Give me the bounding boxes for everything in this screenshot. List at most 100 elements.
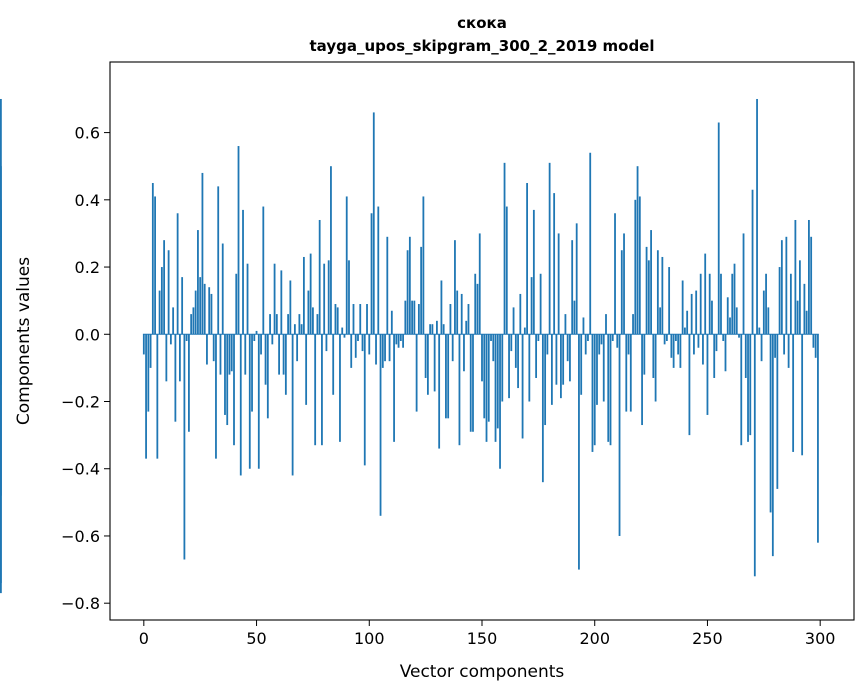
y-tick-label: 0.6 <box>75 124 100 143</box>
bar <box>532 209 535 335</box>
bar <box>681 280 684 335</box>
bar <box>181 277 184 335</box>
bar <box>458 334 461 446</box>
bar <box>318 219 321 335</box>
bar <box>702 334 704 365</box>
bar <box>422 196 425 335</box>
bar <box>433 334 436 392</box>
bar <box>185 334 188 341</box>
bar <box>167 250 170 335</box>
bar <box>316 314 319 335</box>
bar <box>517 334 519 389</box>
bar <box>212 334 215 362</box>
bar <box>469 334 472 432</box>
bar <box>492 334 495 362</box>
bar <box>251 334 253 412</box>
bar <box>571 240 574 335</box>
bar <box>156 334 159 459</box>
bar <box>670 334 673 358</box>
bar <box>190 314 193 335</box>
bar <box>794 219 797 335</box>
bar <box>650 230 652 335</box>
bar <box>336 307 339 335</box>
bar <box>778 267 781 335</box>
bar <box>589 152 592 335</box>
bar <box>463 334 465 372</box>
bar <box>796 300 799 335</box>
bar <box>632 314 634 335</box>
bar <box>789 273 792 335</box>
bar <box>388 334 391 362</box>
bar <box>729 317 731 335</box>
bar <box>339 334 341 442</box>
bar <box>230 334 233 372</box>
bar <box>440 280 443 335</box>
x-tick-label: 150 <box>467 629 498 648</box>
bar <box>686 310 689 335</box>
bar <box>454 240 456 335</box>
bar <box>350 334 353 368</box>
bar <box>733 263 736 335</box>
bar <box>0 334 2 385</box>
bar <box>611 334 614 341</box>
bar <box>625 334 628 412</box>
bar <box>659 307 662 335</box>
bar <box>224 334 226 415</box>
bar <box>535 334 538 378</box>
bar <box>239 334 242 476</box>
bar <box>496 334 499 429</box>
bar <box>663 334 666 345</box>
bar <box>643 334 646 375</box>
bar <box>785 236 788 335</box>
bar <box>370 213 373 335</box>
bar <box>674 334 677 341</box>
bar <box>460 293 463 335</box>
bar <box>679 334 682 368</box>
bar <box>390 310 393 335</box>
bar <box>553 193 556 335</box>
bar <box>747 334 749 442</box>
bar <box>560 334 562 399</box>
bar <box>174 334 177 422</box>
bar <box>749 334 752 436</box>
bar <box>237 146 240 335</box>
bar <box>753 334 756 577</box>
bar <box>411 300 414 335</box>
bar <box>483 334 486 419</box>
bar <box>235 273 238 335</box>
bar <box>330 166 332 335</box>
bar <box>345 196 348 335</box>
bar <box>305 334 308 405</box>
bar <box>348 260 350 335</box>
bar <box>548 162 551 335</box>
bar <box>298 314 301 335</box>
bar <box>415 334 418 412</box>
bar <box>233 334 235 446</box>
bar <box>735 307 738 335</box>
bar <box>375 334 377 365</box>
bar <box>539 273 542 335</box>
y-tick-label: 0.4 <box>75 191 100 210</box>
bar <box>614 213 616 335</box>
bar <box>273 263 276 335</box>
bar <box>744 334 747 378</box>
bar <box>487 334 490 422</box>
bar <box>724 334 727 372</box>
bar <box>717 122 720 335</box>
bar <box>742 233 745 335</box>
bar <box>814 334 817 358</box>
bar <box>183 334 186 560</box>
bar <box>582 317 585 335</box>
bar <box>620 250 623 335</box>
bar <box>706 334 709 415</box>
bar <box>142 334 145 355</box>
bar <box>720 273 722 335</box>
bar <box>476 283 479 335</box>
bar <box>242 209 244 335</box>
bar <box>769 334 772 513</box>
bar <box>244 334 247 375</box>
bar <box>426 334 429 395</box>
bar <box>587 334 589 341</box>
bar <box>652 334 655 378</box>
bar <box>402 334 404 348</box>
